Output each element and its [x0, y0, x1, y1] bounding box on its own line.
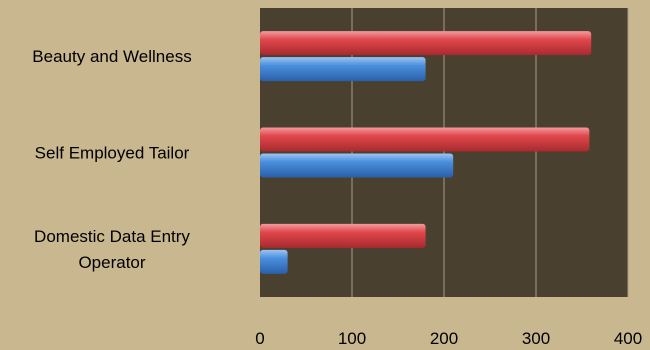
category-label-1: Self Employed Tailor [35, 144, 190, 163]
x-axis-tick-labels: 0 100 200 300 400 [255, 329, 642, 348]
x-tick-label-200: 200 [430, 329, 458, 348]
gridlines [351, 8, 629, 297]
category-label-line: Domestic Data Entry [34, 227, 190, 246]
x-tick-label-400: 400 [614, 329, 642, 348]
bar-blue-2 [260, 249, 288, 274]
bar-red-1 [260, 127, 590, 152]
category-label-2: Domestic Data Entry Operator [34, 227, 190, 272]
x-tick-label-100: 100 [338, 329, 366, 348]
x-tick-label-300: 300 [522, 329, 550, 348]
bar-blue-0 [260, 57, 426, 82]
category-label-line: Self Employed Tailor [35, 144, 190, 163]
category-label-line: Operator [78, 253, 145, 272]
bars [260, 31, 592, 274]
category-labels: Beauty and Wellness Self Employed Tailor D… [32, 47, 191, 272]
x-tick-label-0: 0 [255, 329, 264, 348]
bar-red-0 [260, 31, 592, 56]
category-label-line: Beauty and Wellness [32, 47, 191, 66]
bar-blue-1 [260, 153, 454, 178]
bar-red-2 [260, 223, 426, 248]
category-label-0: Beauty and Wellness [32, 47, 191, 66]
